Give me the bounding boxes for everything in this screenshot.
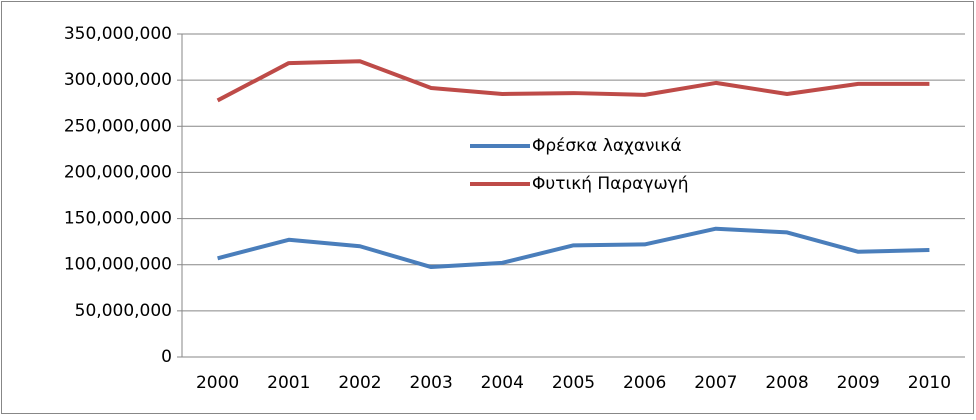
y-tick-label: 0 (161, 347, 172, 367)
series-line (216, 59, 930, 103)
x-tick-label: 2006 (623, 373, 666, 393)
y-tick-label: 300,000,000 (64, 70, 172, 90)
x-tick-label: 2001 (267, 373, 310, 393)
x-tick-label: 2007 (694, 373, 737, 393)
y-tick-label: 350,000,000 (64, 24, 172, 44)
y-tick-label: 50,000,000 (75, 301, 172, 321)
x-tick-label: 2000 (196, 373, 239, 393)
y-tick-label: 150,000,000 (64, 209, 172, 229)
y-tick-label: 250,000,000 (64, 116, 172, 136)
x-tick-label: 2004 (481, 373, 524, 393)
y-tick-label: 200,000,000 (64, 162, 172, 182)
x-tick-label: 2003 (410, 373, 453, 393)
x-tick-label: 2010 (908, 373, 951, 393)
series-line (217, 226, 930, 270)
x-tick-label: 2008 (765, 373, 808, 393)
x-tick-label: 2009 (837, 373, 880, 393)
x-tick-label: 2005 (552, 373, 595, 393)
y-tick-label: 100,000,000 (64, 255, 172, 275)
legend-label: Φρέσκα λαχανικά (532, 136, 682, 156)
legend-label: Φυτική Παραγωγή (532, 174, 689, 194)
x-tick-label: 2002 (338, 373, 381, 393)
